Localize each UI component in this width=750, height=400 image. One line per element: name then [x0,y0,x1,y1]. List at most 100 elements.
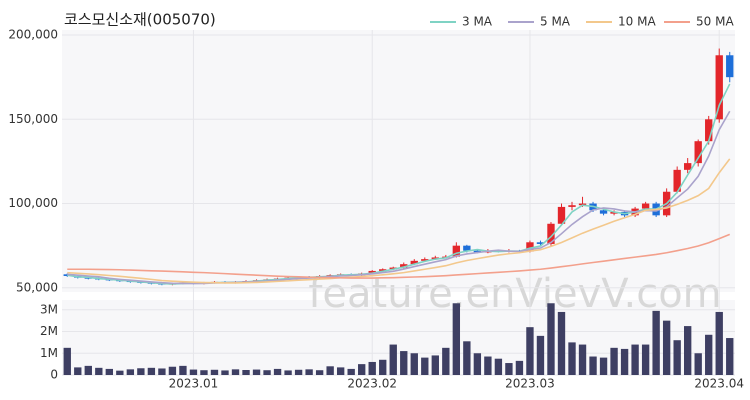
volume-bar [336,367,345,375]
legend-label: 3 MA [462,15,493,29]
volume-bar [221,370,229,375]
candle-body [557,206,566,224]
candle-body [389,267,397,270]
candle-body [568,205,576,207]
candle-body [683,163,692,170]
y-tick-label: 100,000 [8,196,58,210]
volume-bar [473,353,482,375]
volume-bar [526,327,534,375]
volume-bar [74,367,82,375]
price-plot-area [62,30,735,292]
volume-bar [705,334,713,375]
volume-bar [105,368,114,375]
volume-bar [494,358,503,375]
ma-line [67,158,731,284]
ma-line [67,233,731,279]
volume-bar [63,347,71,375]
x-tick-label: 2023.01 [169,377,219,391]
candle-body [536,242,545,244]
volume-bar [662,320,671,375]
candle-body [473,250,482,253]
y-tick-label: 50,000 [16,280,58,294]
volume-bar [715,311,723,375]
volume-bar [305,369,313,375]
volume-bar [379,359,387,375]
volume-bar [484,356,492,375]
legend-label: 10 MA [618,15,656,29]
candle-body [526,242,534,252]
volume-bar [568,342,576,375]
volume-bar [400,351,408,375]
volume-bar [505,363,513,375]
volume-bar [252,369,261,375]
candle-body [726,55,734,78]
volume-bar [652,310,660,375]
candle-body [715,55,723,120]
candle-body [463,245,471,251]
legend-label: 50 MA [696,15,734,29]
volume-bar [442,347,450,375]
candle-body [694,141,702,164]
y-tick-label: 1M [40,346,58,360]
candle-body [705,119,713,142]
candle-body [641,203,650,209]
volume-bar [557,311,566,375]
y-tick-label: 0 [50,368,58,382]
chart-title: 코스모신소재(005070) [64,11,216,29]
candle-body [400,264,408,268]
volume-bar [242,370,250,375]
volume-bar [347,368,355,375]
volume-bar [421,357,429,375]
candle-body [379,269,387,271]
candle-body [84,277,92,279]
volume-bar [631,344,639,375]
volume-bar [368,361,376,375]
volume-bar [515,360,524,375]
volume-bar [168,366,177,375]
volume-bar [547,303,555,375]
candle-body [599,210,608,214]
volume-bar [463,341,471,375]
x-tick-label: 2023.04 [694,377,744,391]
volume-bar [95,367,103,375]
volume-bar [431,355,439,375]
volume-bar [358,364,366,375]
volume-bar [315,370,324,375]
y-tick-label: 150,000 [8,112,58,126]
candle-body [431,257,439,260]
volume-bar [179,365,187,375]
volume-bar [589,356,597,375]
candle-body [421,259,429,261]
volume-bar [410,353,418,375]
y-tick-label: 2M [40,324,58,338]
candle-body [610,211,618,214]
candle-body [578,203,587,206]
volume-bar [231,369,240,375]
candle-body [673,169,681,192]
volume-bar [641,344,650,375]
legend-label: 5 MA [540,15,571,29]
volume-bar [694,353,702,375]
volume-bar [452,303,461,375]
volume-bar [200,370,208,375]
volume-bar [536,335,545,375]
candle-body [452,245,461,257]
volume-bar [189,369,198,375]
candle-body [368,270,376,274]
ma-line [67,110,731,285]
volume-bar [210,369,219,375]
volume-bar [683,326,692,375]
volume-bar [126,369,135,375]
volume-bar [673,340,681,375]
volume-bar [620,348,629,375]
y-tick-label: 200,000 [8,28,58,42]
volume-bar [294,369,303,375]
candle-body [410,260,418,265]
volume-bar [326,366,334,375]
volume-bar [599,357,608,375]
volume-bar [116,370,124,375]
volume-bar [284,370,292,375]
volume-bar [137,368,145,375]
volume-bar [273,368,282,375]
